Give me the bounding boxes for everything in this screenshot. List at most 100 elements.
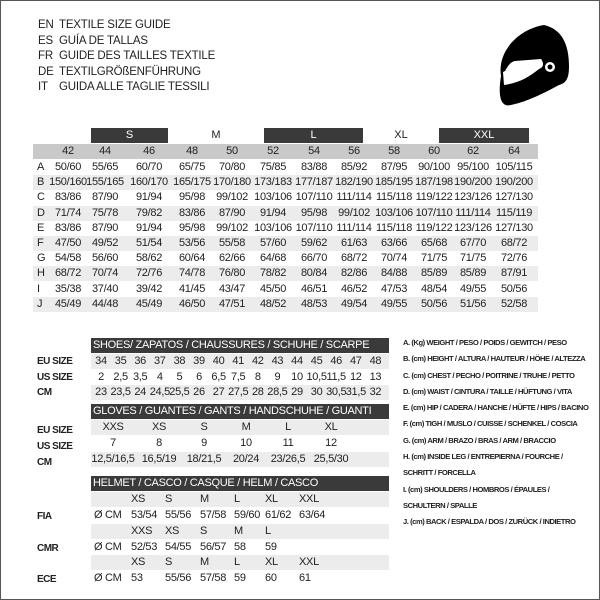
table-cell: 64/68 [259,252,287,265]
table-cell: 48/53 [300,297,328,310]
title-lang-code: FR [38,50,53,62]
table-cell: 34 [95,355,107,367]
table-cell: 66/70 [300,252,328,265]
table-cell: 23/26,5 [270,453,306,465]
row-key: F [37,237,44,249]
title-text: TEXTILGRÖßENFÜHRUNG [59,65,201,78]
table-cell: 182/190 [335,176,373,189]
table-cell: 36 [134,355,147,367]
legend-item: I. (cm) SHOULDERS / HOMBROS / ÉPAULES / [403,484,550,494]
helmet-size: L [265,524,271,537]
table-cell: 11 [282,437,294,449]
table-cell: 59 [234,572,246,584]
row-key: E [37,221,45,234]
helmet-size: S [200,524,208,537]
helmet-size: S [165,556,173,568]
size-column-header: 46 [143,145,155,157]
table-cell: 59 [265,540,277,553]
row-key: D [37,206,45,219]
table-cell: 160/170 [130,176,168,189]
table-cell: 61/63 [340,237,368,249]
helmet-size: XS [131,493,146,505]
table-cell: 58/62 [135,252,163,265]
table-cell: 83/86 [54,191,82,204]
table-cell: 48/52 [259,297,287,310]
table-cell: 71/74 [54,206,82,219]
row-key: H [37,267,45,280]
table-cell: 25,5 [169,386,190,398]
table-cell: 155/165 [86,176,124,189]
table-cell: 54/58 [54,252,82,265]
table-cell: 60 [265,572,277,584]
table-row: A 50/60 55/65 60/70 65/75 70/80 75/85 83/88 85/9… [33,160,538,175]
table-cell: 47/53 [380,282,408,295]
helmet-size: XXL [299,493,319,505]
size-column-header: 64 [508,145,520,157]
row-key: I [37,282,40,295]
table-cell: 83/86 [178,206,206,219]
table-cell: 10 [291,370,303,383]
title-lang-code: IT [38,81,48,93]
table-row: B 150/160 155/165 160/170 165/175 170/180 173/… [33,175,538,191]
helmet-size: M [234,524,243,537]
table-cell: 42 [251,355,264,367]
table-cell: 46/51 [300,282,328,295]
measurement-legend: A. (Kg) WEIGHT / PESO / POIDS / GEWITCH … [403,335,589,531]
table-cell: 24,5 [149,386,171,398]
table-cell: 45/49 [54,297,82,310]
table-cell: 28,5 [267,386,288,398]
helmet-unit: Ø CM [94,572,122,584]
helmet-size-row: XS S M L XL XXL [91,492,389,507]
table-cell: 32 [369,386,382,398]
size-column-header: 56 [348,145,360,157]
table-cell: 63/64 [299,509,326,521]
gloves-row-label: EU SIZE [37,425,73,436]
helmet-size: XL [265,556,278,568]
table-cell: XXS [102,421,124,433]
size-band-l: L [264,128,363,143]
table-cell: 71/75 [459,252,487,265]
legend-item: A. (Kg) WEIGHT / PESO / POIDS / GEWITCH … [403,338,567,347]
table-cell: 78/82 [259,267,287,280]
table-cell: 30,5 [326,386,347,398]
legend-item: C. (cm) CHEST / PECHO / POITRINE / TRUHE… [403,370,575,380]
table-cell: 173/183 [254,176,292,189]
title-lang-code: EN [38,19,54,31]
size-column-header: 42 [62,145,74,157]
table-row: G 54/58 56/60 58/62 60/64 62/66 64/68 66/70 68/7… [33,251,538,266]
table-cell: 12,5/16,5 [91,453,135,465]
table-cell: 107/110 [295,221,333,234]
table-cell: 13 [369,370,382,383]
table-cell: 18/21,5 [186,453,222,465]
legend-item: SCHRITT / FORCELLA [403,468,476,478]
helmet-size: XS [165,524,180,537]
table-cell: 49/52 [91,237,119,249]
table-cell: 61 [299,572,311,584]
table-cell: 49/55 [380,297,408,310]
table-cell: 28 [251,386,264,398]
table-cell: 75/85 [259,161,287,173]
helmet-size: XXS [131,524,153,537]
table-cell: 10 [240,437,252,449]
helmet-standard-label: FIA [37,511,52,522]
title-lang-code: DE [38,65,54,78]
table-cell: 99/102 [216,191,248,204]
table-row: 34 35 36 37 38 39 40 41 42 43 44 45 46 47 48 [91,354,389,369]
table-cell: 68/72 [340,252,368,265]
title-text: GUIDA ALLE TAGLIE TESSILI [59,81,210,93]
table-cell: 47 [349,355,362,367]
table-cell: 55/56 [165,509,192,521]
table-cell: 68/72 [500,237,528,249]
size-column-header: 62 [467,145,479,157]
table-cell: 51/54 [135,237,163,249]
table-cell: 99/102 [216,221,248,234]
helmet-standard-label: CMR [37,542,59,554]
table-cell: 79/82 [135,206,163,219]
table-cell: 99/102 [338,206,370,219]
helmet-size-row: XS S M L XL XXL [91,555,389,570]
table-cell: 29 [291,386,303,398]
table-cell: 10,5 [306,370,327,383]
table-cell: 115/118 [375,191,413,204]
helmet-size: S [165,493,173,505]
table-cell: 5 [176,370,183,383]
